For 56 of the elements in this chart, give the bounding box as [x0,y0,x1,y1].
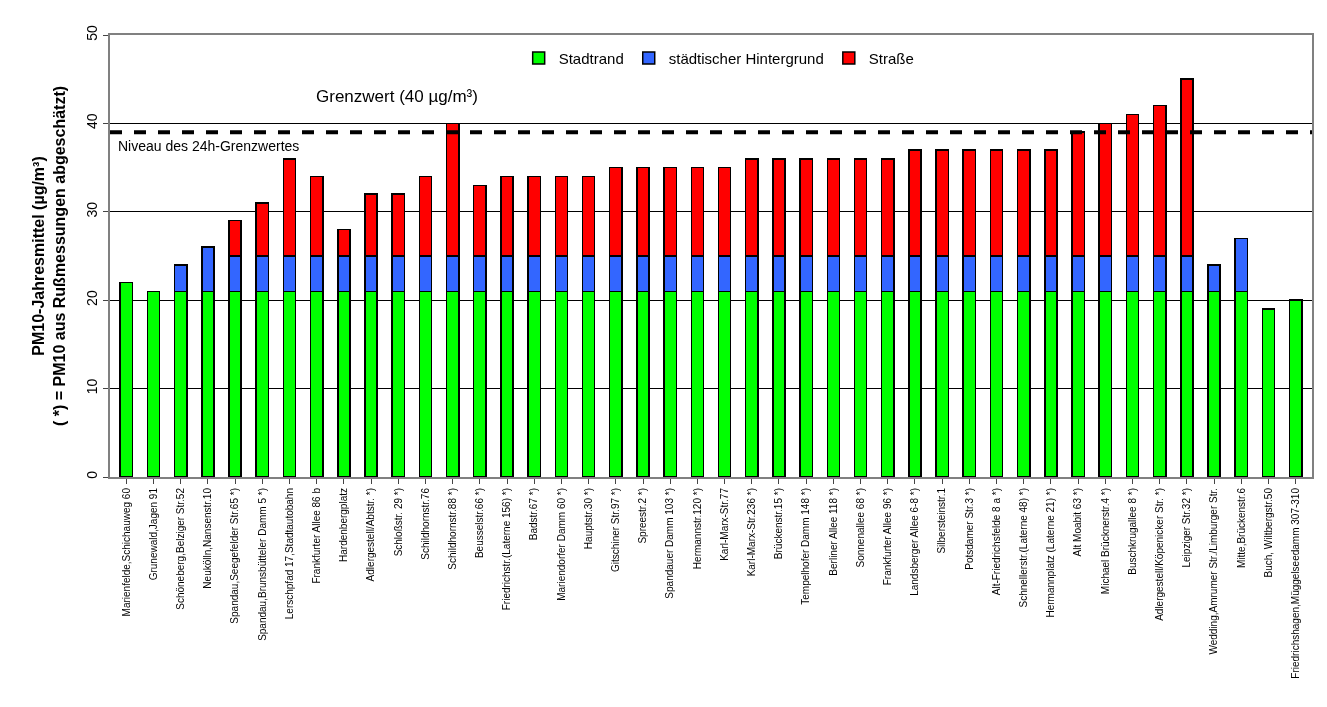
x-tick-label: Schöneberg,Belziger Str.52 [174,487,186,610]
y-tick-label: 50 [84,24,101,41]
x-tick-label: Lerschpfad 17,Stadtautobahn [283,488,295,620]
x-tick-label: Spreestr.2 *) [637,488,649,544]
x-tick-label: Tempelhofer Damm 148 *) [800,488,812,605]
x-tick-label: Landsberger Allee 6-8 *) [909,488,921,596]
x-tick-label: Gitschiner Str.97 *) [610,488,622,572]
x-tick-label: Adlergestell/Abtstr. *) [365,488,377,582]
x-tick-label: Michael Brücknerstr.4 *) [1099,488,1111,595]
x-tick-label: Spandau,Seegefelder Str.65 *) [229,488,241,624]
x-tick-label: Karl-Marx-Str.77 [718,487,730,561]
x-tick-label: Friedrichstr.(Laterne 156) *) [501,488,513,611]
x-tick-label: Mitte,Brückenstr.6 [1235,487,1247,569]
x-tick-label: Alt-Friedrichsfelde 8 a *) [990,488,1002,596]
x-tick-label: Beusselstr.66 *) [474,488,486,559]
x-tick-label: Schildhornstr.88 *) [446,488,458,570]
y-axis-title: PM10-Jahresmittel (µg/m³) ( *) = PM10 aus Rußmessungen abgeschätzt) [30,85,68,427]
x-tick-label: Schloßstr. 29 *) [392,488,404,557]
x-tick-label: Wedding,Amrumer Str./Limburger Str. [1208,488,1220,655]
y-tick-label: 10 [84,378,101,395]
x-tick-label: Berliner Allee 118 *) [827,488,839,576]
x-tick-label: Hermannplatz (Laterne 21) *) [1045,488,1057,618]
x-tick-label: Alt Moabit 63 *) [1072,488,1084,557]
x-tick-label: Brückenstr.15 *) [773,488,785,560]
x-tick-label: Silbersteinstr.1 [936,487,948,554]
x-tick-label: Spandauer Damm 103 *) [664,488,676,599]
x-tick-label: Marienfelde,Schichauweg 60 [120,487,132,617]
x-tick-label: Schildhornstr.76 [419,487,431,560]
x-tick-label: Hauptstr.30 *) [582,488,594,550]
legend-label: städtischer Hintergrund [668,49,824,67]
x-tick-label: Friedrichshagen,Müggelseedamm 307-310 [1289,487,1301,679]
ref-line-label: Grenzwert (40 µg/m³) [316,87,478,106]
x-tick-label: Adlergestell/Köpenicker Str. *) [1153,488,1165,621]
x-tick-label: Frankfurter Allee 96 *) [882,488,894,586]
x-tick-label: Mariendorfer Damm 60 *) [555,488,567,601]
x-tick-label: Hermannstr.120 *) [691,488,703,570]
x-tick-label: Sonnenallee 68 *) [854,488,866,568]
x-tick-label: Leipziger Str.32 *) [1181,488,1193,568]
x-tick-label: Schnellerstr.(Laterne 48) *) [1017,488,1029,608]
x-tick-label: Badstr.67 *) [528,488,540,541]
x-tick-label: Buschkrugallee 8 *) [1126,488,1138,575]
x-tick-label: Karl-Marx-Str.236 *) [746,488,758,577]
y-tick-label: 40 [84,113,101,130]
x-tick-label: Potsdamer Str.3 *) [963,488,975,570]
legend-label: Stadtrand [558,49,624,67]
y-tick-label: 30 [84,201,101,218]
y-tick-label: 20 [84,290,101,306]
x-tick-label: Frankfurter Allee 86 b [310,487,322,584]
x-tick-label: Neukölln,Nansenstr.10 [202,487,214,589]
y-tick-label: 0 [84,470,101,479]
legend-label: Straße [868,49,914,67]
x-tick-label: Spandau,Brunsbütteler Damm 5 *) [256,488,268,641]
x-tick-label: Buch, Wiltbergstr.50 [1262,487,1274,578]
x-tick-label: Hardenbergplatz [338,488,350,562]
x-tick-label: Grunewald,Jagen 91 [147,487,159,581]
annotation: Niveau des 24h-Grenzwertes [118,138,300,154]
